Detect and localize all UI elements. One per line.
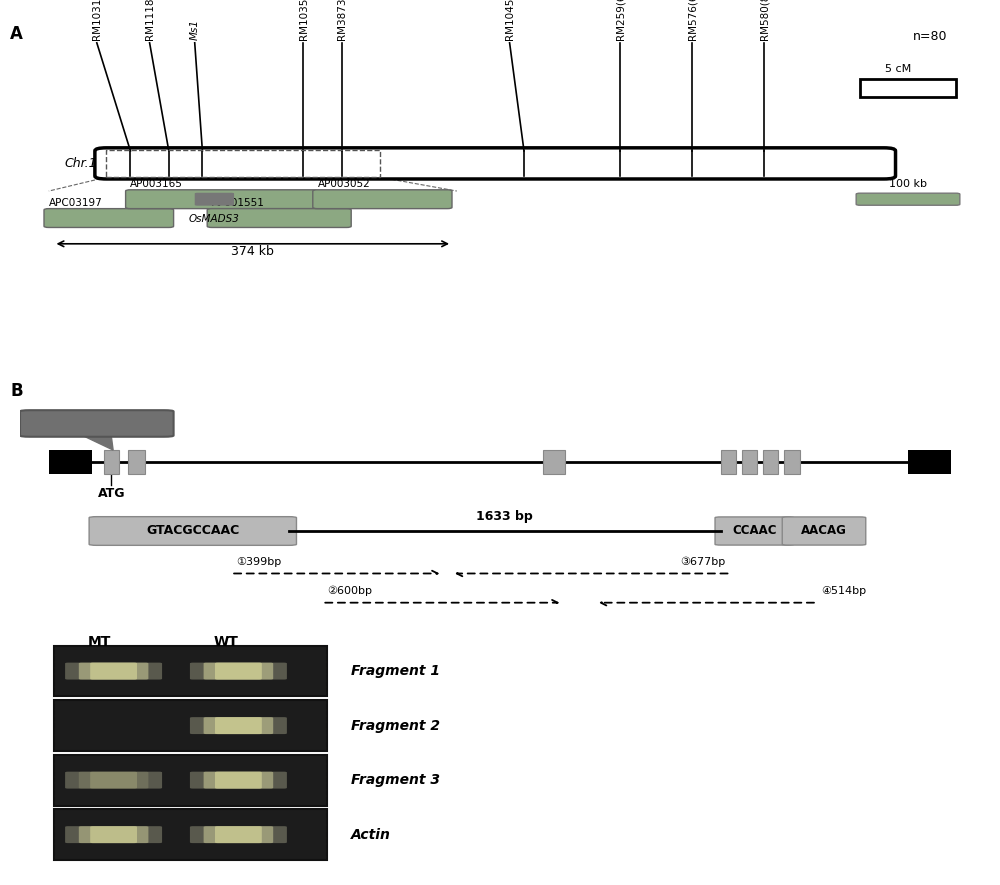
Text: n=80: n=80	[913, 30, 947, 42]
Text: CCAAC: CCAAC	[732, 525, 777, 537]
Text: ④514bp: ④514bp	[822, 586, 867, 596]
FancyBboxPatch shape	[856, 193, 960, 205]
FancyBboxPatch shape	[65, 827, 162, 843]
FancyBboxPatch shape	[79, 827, 148, 843]
Text: MT: MT	[88, 635, 111, 649]
FancyBboxPatch shape	[44, 209, 174, 227]
FancyBboxPatch shape	[195, 193, 234, 205]
Text: ①399bp: ①399bp	[236, 557, 281, 566]
FancyBboxPatch shape	[95, 148, 896, 179]
Text: RM10318(3): RM10318(3)	[92, 0, 102, 41]
Bar	[54, 755, 327, 805]
FancyBboxPatch shape	[782, 517, 866, 545]
FancyBboxPatch shape	[204, 663, 273, 680]
FancyBboxPatch shape	[215, 772, 262, 789]
Text: RM576(6): RM576(6)	[687, 0, 697, 41]
FancyBboxPatch shape	[90, 772, 137, 789]
FancyBboxPatch shape	[215, 663, 262, 680]
Text: Fragment 2: Fragment 2	[351, 719, 440, 733]
Bar	[54, 809, 327, 860]
FancyBboxPatch shape	[126, 189, 318, 209]
Bar	[106, 150, 380, 177]
FancyBboxPatch shape	[89, 517, 296, 545]
FancyBboxPatch shape	[65, 772, 162, 789]
Text: AACAG: AACAG	[801, 525, 847, 537]
FancyBboxPatch shape	[190, 663, 287, 680]
Text: Chr.1: Chr.1	[64, 157, 97, 170]
Bar	[49, 450, 92, 473]
Text: 5 cM: 5 cM	[885, 65, 912, 74]
Text: Actin: Actin	[351, 827, 391, 842]
Bar	[763, 450, 778, 473]
Text: 374 kb: 374 kb	[231, 245, 274, 258]
FancyBboxPatch shape	[79, 772, 148, 789]
FancyBboxPatch shape	[90, 663, 137, 680]
FancyBboxPatch shape	[313, 189, 452, 209]
FancyBboxPatch shape	[715, 517, 794, 545]
Text: RM580(8): RM580(8)	[759, 0, 769, 41]
Text: A: A	[10, 26, 23, 43]
Text: GTACGCCAAC: GTACGCCAAC	[146, 525, 239, 537]
Text: AP003052: AP003052	[318, 179, 370, 189]
Bar	[908, 450, 951, 473]
Bar	[128, 450, 145, 473]
FancyBboxPatch shape	[79, 663, 148, 680]
Bar	[784, 450, 800, 473]
Bar	[742, 450, 757, 473]
Bar	[543, 450, 565, 473]
Text: ②600bp: ②600bp	[327, 586, 372, 596]
Text: ATG: ATG	[97, 487, 125, 500]
Text: B: B	[10, 381, 23, 399]
FancyBboxPatch shape	[190, 772, 287, 789]
Polygon shape	[82, 435, 113, 450]
Text: APC03197: APC03197	[49, 198, 103, 208]
Text: AP003165: AP003165	[130, 179, 183, 189]
Text: RM1118(0): RM1118(0)	[145, 0, 155, 41]
FancyBboxPatch shape	[90, 827, 137, 843]
Text: 100 kb: 100 kb	[889, 179, 927, 189]
Text: RM259(6): RM259(6)	[615, 0, 625, 41]
Text: RM10353(2): RM10353(2)	[298, 0, 308, 41]
Bar	[54, 700, 327, 751]
Bar	[721, 450, 736, 473]
FancyBboxPatch shape	[215, 717, 262, 734]
FancyBboxPatch shape	[204, 717, 273, 734]
Text: WT: WT	[214, 635, 239, 649]
Text: ③677bp: ③677bp	[680, 557, 726, 566]
Text: Fragment 1: Fragment 1	[351, 664, 440, 678]
FancyBboxPatch shape	[204, 772, 273, 789]
FancyBboxPatch shape	[65, 663, 162, 680]
FancyBboxPatch shape	[860, 80, 956, 96]
FancyBboxPatch shape	[215, 827, 262, 843]
Text: OsMADS3: OsMADS3	[189, 213, 240, 224]
FancyBboxPatch shape	[20, 410, 174, 436]
Bar	[54, 646, 327, 696]
FancyBboxPatch shape	[190, 717, 287, 734]
FancyBboxPatch shape	[207, 209, 351, 227]
Text: 1633 bp: 1633 bp	[68, 417, 125, 430]
Text: Ms1: Ms1	[190, 19, 200, 41]
FancyBboxPatch shape	[190, 827, 287, 843]
Bar	[104, 450, 119, 473]
Text: RM3873(2): RM3873(2)	[337, 0, 347, 41]
FancyBboxPatch shape	[204, 827, 273, 843]
Text: AP001551: AP001551	[212, 198, 265, 208]
Text: Fragment 3: Fragment 3	[351, 773, 440, 787]
Text: RM10459(6): RM10459(6)	[505, 0, 515, 41]
Text: 1633 bp: 1633 bp	[476, 510, 533, 523]
